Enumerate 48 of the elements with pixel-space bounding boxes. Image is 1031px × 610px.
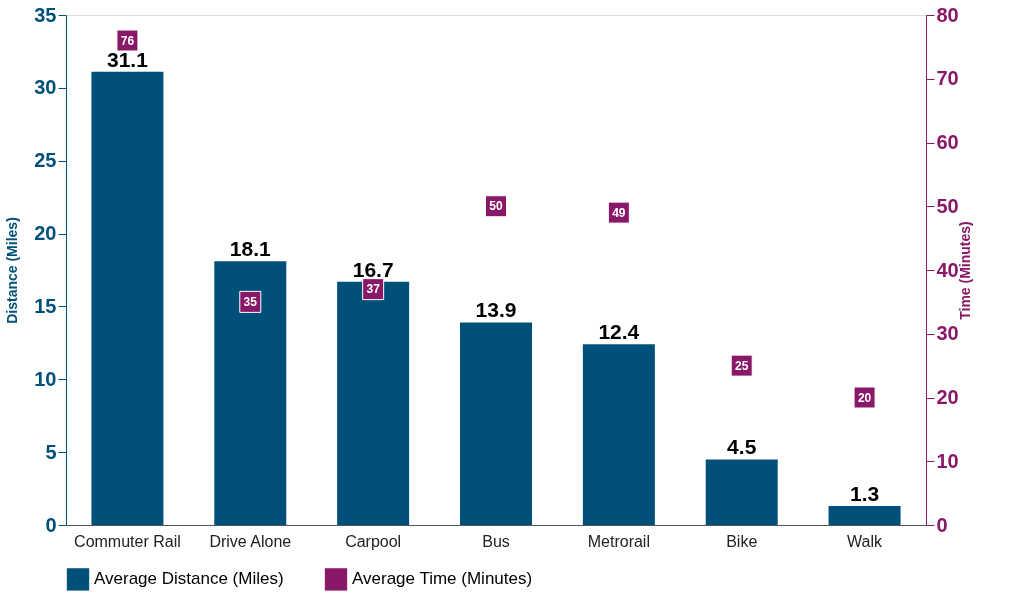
y2-tick-label: 0	[936, 513, 948, 536]
y-axis-title: Distance (Miles)	[4, 217, 21, 324]
data-label: 37	[366, 282, 381, 297]
y-tick-label: 0	[45, 513, 57, 536]
x-tick-label: Walk	[847, 532, 884, 550]
bar	[214, 261, 287, 525]
data-label: 16.7	[352, 257, 394, 281]
bar	[582, 344, 655, 525]
y2-tick-label: 50	[936, 194, 959, 217]
x-tick-label: Commuter Rail	[74, 532, 181, 550]
data-label: 13.9	[475, 298, 517, 322]
x-tick-label: Drive Alone	[209, 532, 292, 550]
x-tick-label: Carpool	[345, 532, 402, 550]
legend-label: Average Time (Minutes)	[352, 569, 533, 589]
data-label: 18.1	[229, 237, 272, 261]
x-tick-label: Bike	[726, 532, 758, 550]
data-label: 35	[243, 294, 258, 309]
y-tick-label: 25	[34, 149, 57, 172]
data-label: 50	[489, 199, 503, 214]
y-tick-label: 15	[34, 294, 57, 317]
y2-tick-label: 80	[936, 3, 959, 26]
data-label: 4.5	[727, 435, 757, 459]
y2-tick-label: 70	[936, 67, 959, 90]
data-label: 76	[120, 33, 135, 48]
y-tick-label: 5	[45, 440, 57, 463]
y2-tick-label: 20	[936, 386, 959, 408]
data-label: 49	[612, 205, 626, 220]
y-tick-label: 35	[34, 3, 57, 26]
bar	[337, 281, 410, 525]
y2-tick-label: 10	[936, 449, 959, 472]
bar	[705, 459, 778, 525]
y2-tick-label: 60	[936, 131, 959, 153]
y-tick-label: 10	[34, 367, 57, 390]
data-label: 25	[735, 358, 749, 373]
legend-label: Average Distance (Miles)	[94, 569, 284, 589]
y2-tick-label: 40	[936, 258, 959, 281]
y-tick-label: 30	[34, 76, 57, 99]
bar	[828, 506, 901, 525]
data-label: 1.3	[849, 482, 880, 506]
y-tick-label: 20	[34, 222, 57, 245]
bar	[460, 322, 532, 525]
bar	[91, 71, 164, 525]
data-label: 12.4	[598, 320, 640, 344]
x-tick-label: Bus	[482, 532, 510, 550]
data-label: 20	[857, 390, 872, 405]
x-tick-label: Metrorail	[587, 532, 650, 550]
data-label: 31.1	[106, 47, 149, 71]
y2-tick-label: 30	[936, 322, 959, 345]
